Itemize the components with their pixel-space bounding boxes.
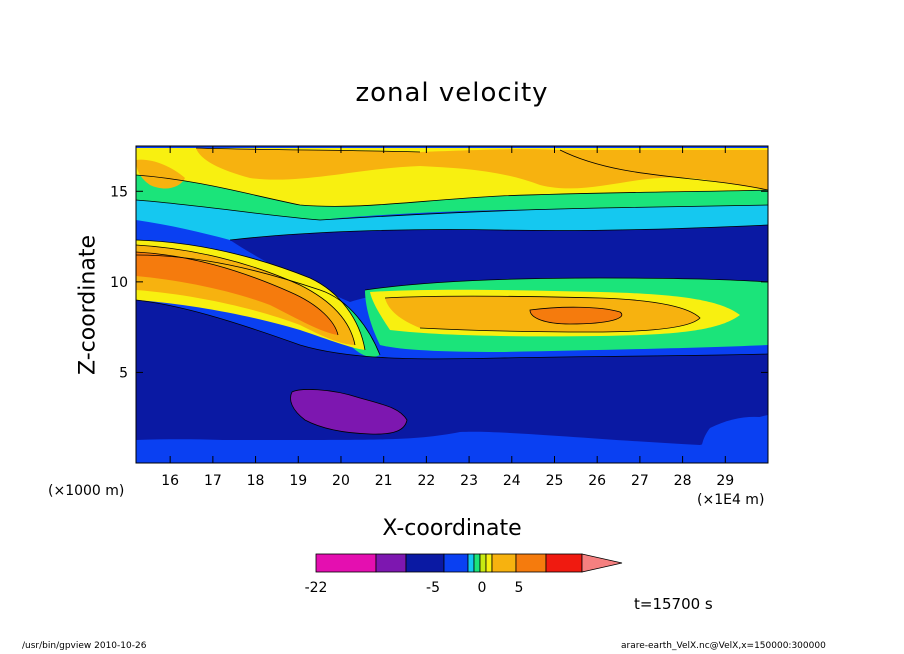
x-axis: 16 17 18 19 20 21 22 23 24 25 26 27 28 29: [161, 146, 734, 489]
colorbar-label: 5: [515, 580, 524, 596]
region-green-upper: [136, 175, 768, 220]
y-axis-label: Z-coordinate: [75, 235, 101, 375]
colorbar-label: -5: [426, 580, 440, 596]
colorbar-label: 0: [478, 580, 487, 596]
region-core: [136, 252, 338, 335]
y-tick-label: 10: [110, 275, 128, 291]
colorbar-swatch: [315, 553, 377, 573]
x-tick-label: 25: [546, 473, 564, 489]
colorbar-swatch: [479, 553, 487, 573]
region-blue-bottom-right: [700, 416, 768, 463]
x-tick-label: 27: [631, 473, 649, 489]
colorbar: -22 -5 0 5: [305, 553, 623, 596]
colorbar-swatch: [485, 553, 493, 573]
x-tick-label: 18: [247, 473, 265, 489]
x-tick-label: 23: [460, 473, 478, 489]
colorbar-swatch: [375, 553, 407, 573]
colorbar-swatch: [545, 553, 583, 573]
x-tick-label: 20: [332, 473, 350, 489]
colorbar-swatch: [473, 553, 481, 573]
x-tick-label: 16: [161, 473, 179, 489]
timestamp: t=15700 s: [634, 595, 713, 613]
x-tick-label: 29: [716, 473, 734, 489]
contour-lines: [136, 147, 768, 435]
y-tick-label: 5: [119, 365, 128, 381]
x-tick-label: 17: [204, 473, 222, 489]
colorbar-swatch: [405, 553, 445, 573]
colorbar-swatch: [443, 553, 469, 573]
region-blue-bottom: [136, 439, 420, 463]
footer-left: /usr/bin/gpview 2010-10-26: [22, 641, 147, 651]
chart-title: zonal velocity: [355, 78, 549, 108]
x-tick-label: 28: [674, 473, 692, 489]
plot-frame: [135, 145, 769, 464]
colorbar-swatch: [467, 553, 475, 573]
colorbar-arrow: [581, 553, 623, 573]
x-tick-label: 22: [417, 473, 435, 489]
x-unit-right: (×1E4 m): [697, 492, 765, 508]
x-axis-label: X-coordinate: [382, 516, 522, 541]
x-unit-left: (×1000 m): [48, 483, 125, 499]
colorbar-label: -22: [305, 580, 328, 596]
region-orange-upper: [196, 148, 768, 190]
colorbar-swatch: [491, 553, 517, 573]
x-tick-label: 26: [588, 473, 606, 489]
y-tick-label: 15: [110, 184, 128, 200]
footer-right: arare-earth_VelX.nc@VelX,x=150000:300000: [621, 641, 826, 651]
region-orange-upper-left: [136, 159, 185, 189]
x-tick-label: 19: [289, 473, 307, 489]
colorbar-swatch: [515, 553, 547, 573]
region-purple: [290, 389, 407, 435]
y-axis: 5 10 15: [110, 184, 768, 381]
region-core-mid: [530, 307, 622, 324]
x-tick-label: 24: [503, 473, 521, 489]
x-tick-label: 21: [375, 473, 393, 489]
contour-fill: [136, 146, 768, 463]
